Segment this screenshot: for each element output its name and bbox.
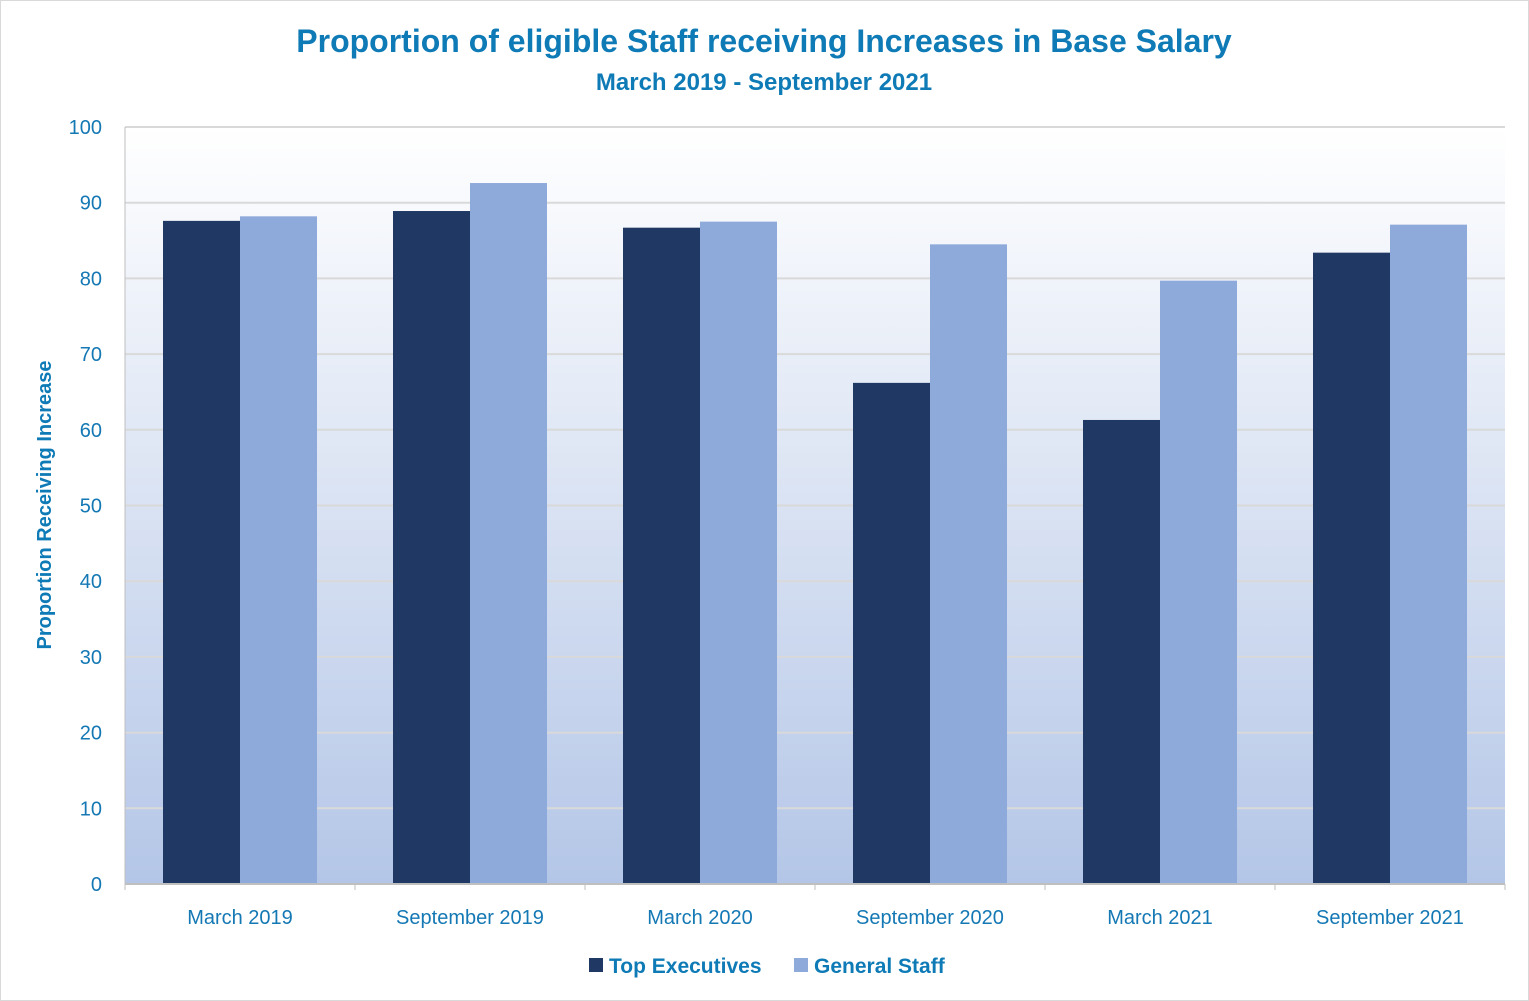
chart-subtitle: March 2019 - September 2021	[596, 69, 932, 96]
y-tick-label: 90	[80, 193, 102, 215]
y-tick-label: 40	[80, 571, 102, 593]
bar-general-staff	[470, 183, 547, 884]
bar-general-staff	[240, 216, 317, 885]
y-tick-label: 70	[80, 344, 102, 366]
y-tick-label: 50	[80, 496, 102, 518]
bar-general-staff	[700, 221, 777, 884]
y-tick-label: 60	[80, 420, 102, 442]
bar-general-staff	[1390, 224, 1467, 884]
bar-top-executives	[163, 220, 240, 885]
x-tick-label: March 2020	[647, 907, 753, 929]
x-tick-label: September 2021	[1316, 907, 1464, 929]
bar-general-staff	[1160, 280, 1237, 884]
legend-swatch	[794, 958, 808, 972]
bar-top-executives	[1083, 419, 1160, 884]
y-axis-label: Proportion Receiving Increase	[34, 361, 56, 650]
bar-top-executives	[853, 382, 930, 884]
y-tick-label: 30	[80, 647, 102, 669]
y-tick-label: 80	[80, 268, 102, 290]
y-tick-label: 0	[91, 874, 102, 896]
chart-title: Proportion of eligible Staff receiving I…	[296, 23, 1232, 59]
legend-label: General Staff	[814, 955, 946, 978]
x-tick-label: September 2019	[396, 907, 544, 929]
x-tick-label: March 2019	[187, 907, 293, 929]
x-tick-label: September 2020	[856, 907, 1004, 929]
legend-label: Top Executives	[609, 955, 762, 978]
bar-top-executives	[393, 211, 470, 885]
x-tick-label: March 2021	[1107, 907, 1213, 929]
bar-top-executives	[623, 227, 700, 884]
bar-general-staff	[930, 244, 1007, 884]
bar-top-executives	[1313, 252, 1390, 885]
y-tick-label: 10	[80, 798, 102, 820]
y-tick-label: 100	[69, 117, 102, 139]
legend-swatch	[589, 958, 603, 972]
y-tick-label: 20	[80, 723, 102, 745]
